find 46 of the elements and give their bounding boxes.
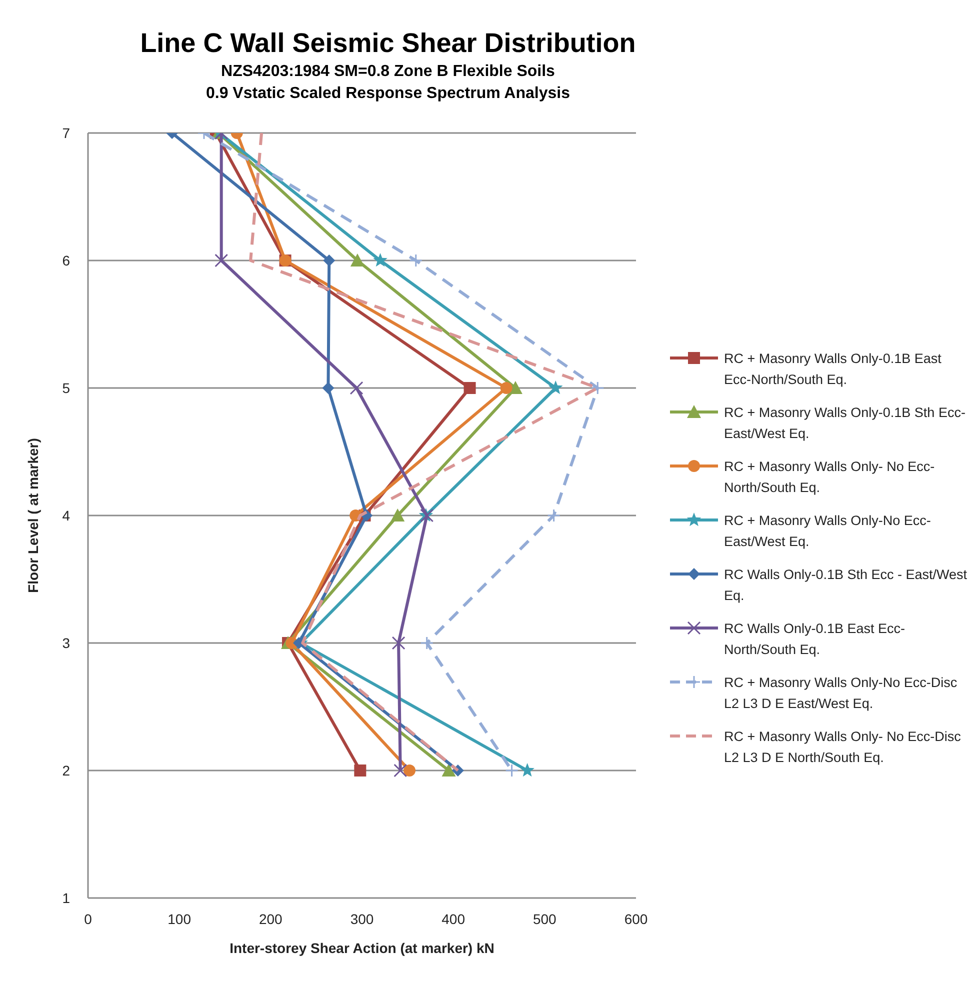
legend-label: RC + Masonry Walls Only-0.1B Sth Ecc- East/West Eq.	[724, 404, 966, 443]
y-tick-label: 1	[62, 890, 70, 906]
point	[350, 254, 364, 266]
legend-label: RC + Masonry Walls Only- No Ecc-Disc L2 L3 D E North/South Eq.	[724, 728, 962, 767]
point	[323, 254, 336, 266]
point	[500, 382, 512, 394]
x-tick-label: 0	[84, 910, 92, 927]
point	[403, 764, 416, 776]
point	[409, 254, 423, 268]
point	[214, 254, 228, 268]
point	[520, 763, 534, 777]
y-tick-label: 3	[62, 634, 70, 651]
point	[590, 381, 604, 395]
x-axis-title: Inter-storey Shear Action (at marker) kN	[230, 940, 494, 956]
chart-title: Line C Wall Seismic Shear Distribution	[139, 28, 637, 59]
x-tick-label: 300	[350, 910, 374, 927]
chart-subtitle: NZS4203:1984 SM=0.8 Zone B Flexible Soils 0.9 Vstatic Scaled Response Spectrum Analysis	[204, 63, 571, 103]
legend-label: RC + Masonry Walls Only-0.1B East Ecc-North/South Eq.	[724, 350, 942, 389]
x-tick-label: 200	[258, 910, 283, 927]
point	[354, 764, 366, 776]
point	[322, 382, 334, 394]
point	[373, 253, 388, 267]
point	[420, 636, 434, 650]
x-tick-label: 400	[442, 910, 466, 927]
point	[392, 636, 406, 650]
legend-label: RC Walls Only-0.1B East Ecc-North/South Eq.	[724, 620, 906, 659]
point	[464, 382, 476, 394]
point	[547, 508, 561, 522]
y-tick-label: 5	[62, 380, 70, 396]
legend-label: RC + Masonry Walls Only-No Ecc-Disc L2 L3 D E East/West Eq.	[724, 674, 958, 713]
point	[548, 380, 563, 394]
x-tick-label: 600	[624, 910, 648, 927]
legend-label: RC + Masonry Walls Only- No Ecc-North/South Eq.	[724, 458, 936, 497]
point	[390, 508, 405, 522]
y-tick-label: 4	[62, 507, 70, 524]
legend-label: RC + Masonry Walls Only-No Ecc-East/West Eq.	[724, 512, 932, 551]
point	[394, 764, 408, 778]
x-tick-label: 100	[168, 910, 192, 927]
y-axis-title: Floor Level ( at marker)	[24, 438, 41, 593]
legend-label: RC Walls Only-0.1B Sth Ecc - East/West Eq.	[724, 566, 968, 605]
y-tick-label: 7	[62, 124, 70, 141]
point	[505, 764, 519, 778]
x-tick-label: 500	[532, 910, 557, 927]
y-tick-label: 2	[62, 762, 70, 778]
point	[442, 764, 456, 776]
y-tick-label: 6	[62, 252, 70, 268]
